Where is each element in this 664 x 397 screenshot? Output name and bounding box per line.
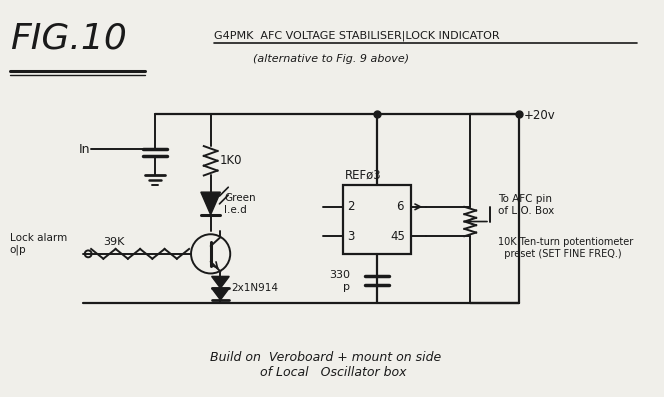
Text: 6: 6 (396, 200, 403, 213)
Text: 39K: 39K (103, 237, 124, 247)
Polygon shape (212, 276, 229, 288)
Text: Build on  Veroboard + mount on side
    of Local   Oscillator box: Build on Veroboard + mount on side of Lo… (210, 351, 441, 379)
Text: G4PMK  AFC VOLTAGE STABILISER|LOCK INDICATOR: G4PMK AFC VOLTAGE STABILISER|LOCK INDICA… (214, 30, 499, 40)
Text: FIG.10: FIG.10 (10, 22, 127, 56)
Text: +20v: +20v (524, 109, 556, 122)
Text: 330
p: 330 p (329, 270, 350, 292)
Text: (alternative to Fig. 9 above): (alternative to Fig. 9 above) (253, 54, 409, 64)
Text: In: In (78, 143, 90, 156)
Text: 3: 3 (347, 230, 354, 243)
Bar (343, 185, 412, 254)
Text: 45: 45 (390, 230, 405, 243)
Text: 2: 2 (347, 200, 355, 213)
Text: 10K Ten-turn potentiometer
  preset (SET FINE FREQ.): 10K Ten-turn potentiometer preset (SET F… (498, 237, 633, 259)
Polygon shape (212, 288, 229, 300)
Polygon shape (201, 192, 220, 215)
Text: REFø3: REFø3 (345, 169, 382, 182)
Text: 1K0: 1K0 (220, 154, 242, 167)
Text: Lock alarm
o|p: Lock alarm o|p (10, 233, 67, 255)
Text: To AFC pin
of L.O. Box: To AFC pin of L.O. Box (498, 194, 554, 216)
Text: 2x1N914: 2x1N914 (231, 283, 278, 293)
Text: Green
l.e.d: Green l.e.d (224, 193, 256, 215)
